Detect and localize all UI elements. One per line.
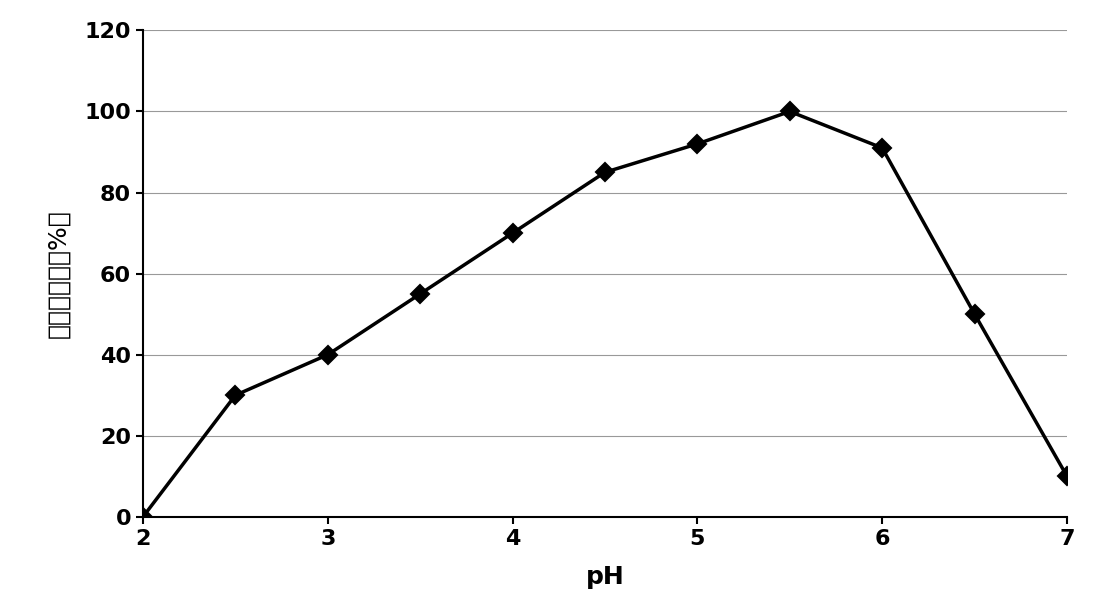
Y-axis label: 相对酶活力（%）: 相对酶活力（%）: [46, 209, 70, 338]
X-axis label: pH: pH: [585, 565, 625, 589]
